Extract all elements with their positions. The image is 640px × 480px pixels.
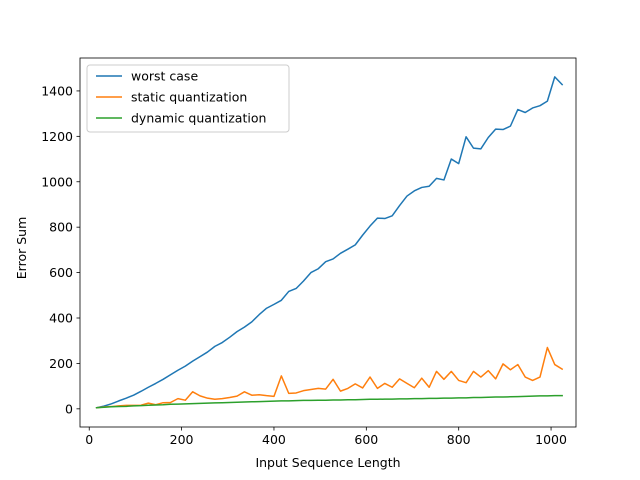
series-line-static-quantization: [95, 346, 564, 409]
legend-label-dynamic-quantization: dynamic quantization: [131, 111, 266, 126]
x-tick-label: 400: [262, 432, 286, 447]
series-line-worst-case: [95, 76, 564, 409]
x-axis-ticks: 0 200 400 600 800 1000: [85, 427, 567, 447]
legend-label-worst-case: worst case: [131, 69, 198, 84]
legend-box: [86, 64, 290, 133]
y-axis-ticks: 0 200 400 600 800 1000 1200 1400: [41, 83, 80, 416]
y-tick-label: 0: [65, 401, 73, 416]
y-tick-label: 400: [49, 311, 73, 326]
y-tick-label: 600: [49, 265, 73, 280]
x-tick-label: 1000: [535, 432, 567, 447]
y-tick-label: 1200: [41, 129, 73, 144]
y-tick-label: 1400: [41, 83, 73, 98]
x-axis-label: Input Sequence Length: [255, 455, 400, 470]
x-tick-label: 600: [354, 432, 378, 447]
plot-frame: [79, 57, 577, 428]
plot-area: [79, 57, 577, 428]
x-tick-label: 0: [85, 432, 93, 447]
y-tick-label: 800: [49, 220, 73, 235]
y-tick-label: 200: [49, 356, 73, 371]
y-tick-label: 1000: [41, 174, 73, 189]
legend: worst case static quantization dynamic qua…: [86, 64, 290, 133]
x-tick-label: 200: [170, 432, 194, 447]
y-axis-label: Error Sum: [14, 217, 29, 279]
series-line-dynamic-quantization: [95, 394, 563, 409]
x-tick-label: 800: [447, 432, 471, 447]
legend-label-static-quantization: static quantization: [131, 90, 247, 105]
